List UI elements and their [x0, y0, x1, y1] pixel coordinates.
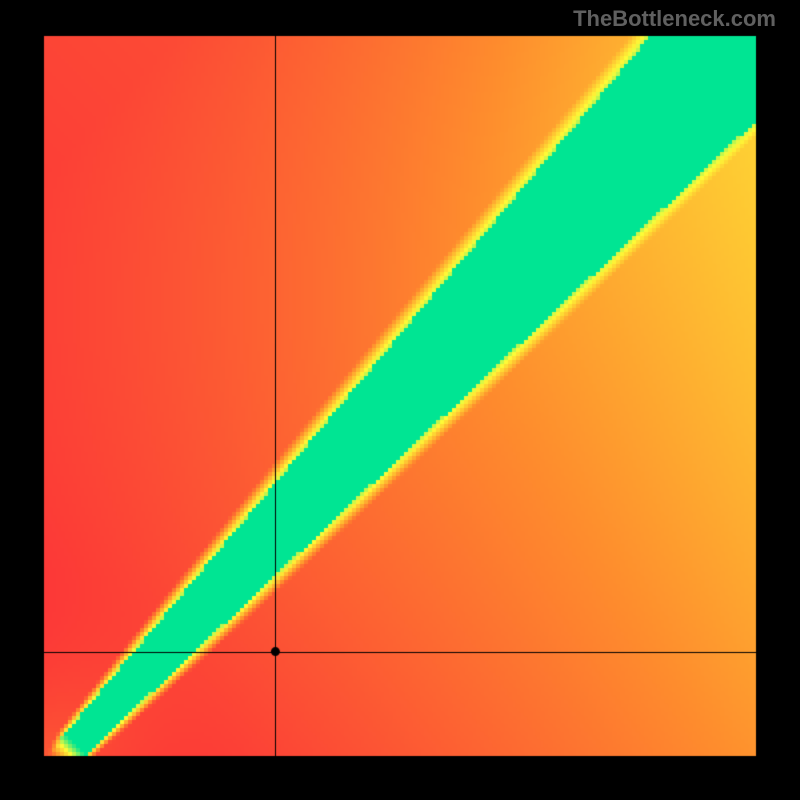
bottleneck-heatmap: [0, 0, 800, 800]
watermark-label: TheBottleneck.com: [573, 6, 776, 32]
chart-container: TheBottleneck.com: [0, 0, 800, 800]
